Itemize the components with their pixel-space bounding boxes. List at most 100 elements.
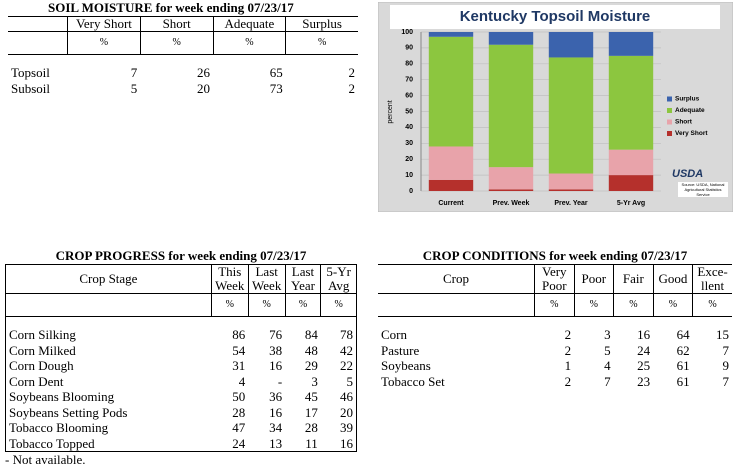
row: Tobacco Set 2 7 23 61 7 [378, 374, 732, 390]
cell: 2 [348, 65, 356, 80]
y-tick-label: 50 [405, 108, 413, 115]
cell: 7 [722, 342, 730, 358]
cell: 31 [232, 358, 246, 373]
cell: 9 [722, 358, 730, 373]
table-head: Very Short Short Adequate Surplus%%%% [8, 16, 358, 55]
blank [378, 293, 535, 317]
cell: 65 [269, 65, 283, 80]
cell: 39 [340, 420, 353, 435]
row: Soybeans 1 4 25 61 9 [378, 358, 732, 374]
cell: 45 [304, 389, 318, 404]
column-header: Fair [613, 264, 654, 294]
cell: 20 [340, 404, 353, 420]
legend-label: Adequate [675, 107, 705, 114]
unit: % [692, 293, 732, 317]
bar-segment [428, 146, 474, 180]
row: Topsoil 7 26 65 2 [8, 55, 358, 81]
logo: USDA [672, 168, 703, 180]
row: Tobacco Blooming 47 34 28 39 [6, 420, 357, 436]
cell: 54 [232, 342, 246, 358]
footnote: - Not available. [5, 452, 86, 467]
cell: 4 [604, 358, 611, 373]
column-header: Exce-llent [692, 264, 732, 294]
row-label: Subsoil [11, 80, 51, 96]
column-header: This Week [210, 264, 249, 294]
column-header: Short [139, 16, 214, 32]
unit: % [212, 31, 286, 55]
title: CROP CONDITIONS for week ending 07/23/17 [422, 248, 688, 263]
unit: % [139, 31, 214, 55]
cell: 11 [305, 435, 318, 451]
table-head: Crop Very Poor Poor Fair Good Exce-llent%%%%% [378, 264, 732, 317]
soil-moisture: SOIL MOISTURE for week ending 07/23/17 V… [8, 0, 358, 96]
cell: 23 [637, 373, 651, 389]
header-row: Crop Stage This Week Last Week Last Year 5-Y… [5, 264, 357, 294]
bar-segment [608, 55, 654, 150]
cell: 76 [269, 327, 283, 342]
cell: 22 [340, 358, 353, 373]
column-header: Very Poor [534, 264, 575, 294]
y-tick-label: 0 [409, 188, 413, 195]
cell: 61 [676, 358, 690, 373]
header-row: Crop Very Poor Poor Fair Good Exce-llent [378, 264, 732, 294]
row-label: Soybeans [381, 358, 431, 373]
column-header: Poor [573, 264, 614, 294]
cell: 3 [604, 327, 611, 342]
bar-segment [548, 57, 594, 174]
y-tick-label: 100 [401, 29, 413, 36]
x-tick-label: 5-Yr Avg [617, 200, 645, 207]
bar-segment [428, 32, 474, 37]
source: Source: USDA, National Agricultural Stat… [678, 182, 728, 197]
row: Corn 2 3 16 64 15 [378, 317, 732, 343]
bar-segment [428, 36, 474, 147]
column-header: Last Year [284, 264, 321, 294]
unit: % [210, 293, 249, 317]
cell: 16 [269, 358, 283, 373]
x-tick-label: Current [438, 200, 464, 207]
y-tick-label: 80 [405, 61, 413, 68]
column-header: 5-Yr Avg [320, 264, 357, 294]
title: SOIL MOISTURE for week ending 07/23/17 [48, 0, 294, 15]
stub-header [8, 16, 68, 32]
cell: 50 [232, 389, 246, 404]
table: Crop Stage This Week Last Week Last Year 5-Y… [5, 264, 357, 452]
legend-swatch [667, 96, 672, 102]
x-tick-label: Prev. Year [554, 200, 587, 207]
row-label: Corn Dent [9, 373, 64, 389]
cell: 28 [304, 420, 318, 435]
x-tick-label: Prev. Week [493, 200, 530, 207]
cell: 47 [232, 420, 246, 435]
chart-title: Kentucky Topsoil Moisture [460, 8, 651, 25]
y-tick-label: 70 [405, 77, 413, 84]
row-label: Corn Dough [9, 358, 74, 373]
cell: 5 [346, 373, 354, 389]
bar-segment [488, 189, 534, 191]
legend-swatch [667, 131, 672, 136]
cell: 46 [340, 389, 353, 404]
bar-segment [608, 175, 654, 191]
bar-segment [608, 149, 654, 176]
cell: 16 [340, 435, 353, 451]
column-header: Very Short [67, 16, 141, 32]
cell: 42 [340, 342, 353, 358]
cell: 25 [637, 358, 651, 373]
unit: % [534, 293, 575, 317]
cell: 2 [564, 373, 572, 389]
row: Corn Dent 4 - 3 5 [6, 374, 357, 390]
y-tick-label: 10 [405, 172, 413, 179]
table: Crop Very Poor Poor Fair Good Exce-llent%%%%%… [378, 264, 732, 389]
cell: 7 [130, 65, 138, 80]
cell: 5 [130, 80, 138, 96]
y-label: percent [387, 100, 394, 123]
cell: 5 [604, 342, 611, 358]
cell: 24 [232, 435, 246, 451]
cell: 4 [238, 373, 246, 389]
column-header: Good [652, 264, 693, 294]
cell: 24 [637, 342, 651, 358]
bar-segment [548, 32, 594, 58]
bar-segment [548, 189, 594, 191]
y-tick-label: 40 [405, 124, 413, 131]
bar-segment [548, 173, 594, 190]
cell: 2 [564, 342, 572, 358]
column-header: Adequate [212, 16, 286, 32]
